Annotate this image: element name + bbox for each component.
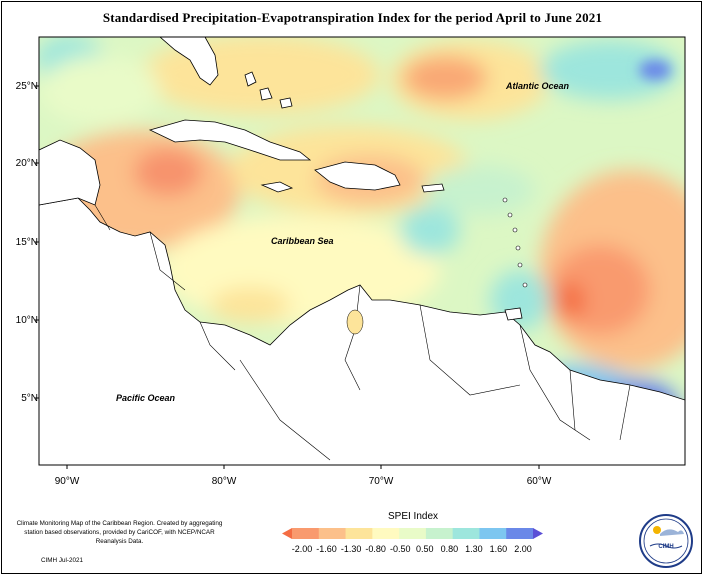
legend-tick-label: -2.00 [291, 544, 313, 554]
legend-swatch [479, 528, 507, 539]
legend-tick-label: 1.60 [489, 544, 508, 554]
legend-tick-label: 0.80 [440, 544, 459, 554]
legend-tick-label: -1.30 [340, 544, 362, 554]
pacific-ocean-label: Pacific Ocean [116, 393, 176, 403]
atlantic-ocean-label: Atlantic Ocean [506, 81, 570, 91]
legend-swatch [399, 528, 427, 539]
legend-tick-label: -1.60 [316, 544, 337, 554]
lat-label-5n: 5°N [21, 393, 38, 404]
lon-label-80w: 80°W [211, 476, 237, 487]
lon-label-70w: 70°W [368, 476, 394, 487]
lat-label-15n: 15°N [15, 237, 38, 248]
lat-label-20n: 20°N [15, 158, 38, 169]
lat-label-10n: 10°N [15, 315, 38, 326]
legend-swatch [506, 528, 534, 539]
legend-title: SPEI Index [387, 511, 439, 522]
credit-text: Climate Monitoring Map of the Caribbean … [16, 520, 223, 545]
caribbean-sea-label: Caribbean Sea [271, 236, 334, 246]
lon-label-60w: 60°W [526, 476, 552, 487]
lat-label-25n: 25°N [15, 81, 38, 92]
cimh-logo-icon [639, 514, 693, 568]
logo-text: CIMH [658, 544, 674, 550]
legend-tick-label: -0.50 [389, 544, 411, 554]
legend-arrow-low [282, 528, 292, 539]
legend-arrow-high [533, 528, 543, 539]
legend-swatch [452, 528, 480, 539]
legend-swatch [292, 528, 320, 539]
legend-swatch [345, 528, 373, 539]
legend-colorbar [282, 528, 543, 539]
legend-tick-label: 2.00 [514, 544, 532, 554]
map-border [38, 36, 686, 466]
legend-tick-label: 1.30 [465, 544, 483, 554]
spei-field [39, 37, 685, 465]
legend-tick-label: 0.50 [416, 544, 434, 554]
lon-label-90w: 90°W [54, 476, 80, 487]
map-title: Standardised Precipitation-Evapotranspir… [102, 10, 603, 25]
legend-swatch [318, 528, 347, 539]
legend-swatch [425, 528, 454, 539]
land-outlines [39, 37, 685, 465]
legend-swatch [372, 528, 400, 539]
legend-tick-label: -0.80 [365, 544, 386, 554]
credit-date: CIMH Jul-2021 [41, 557, 83, 564]
